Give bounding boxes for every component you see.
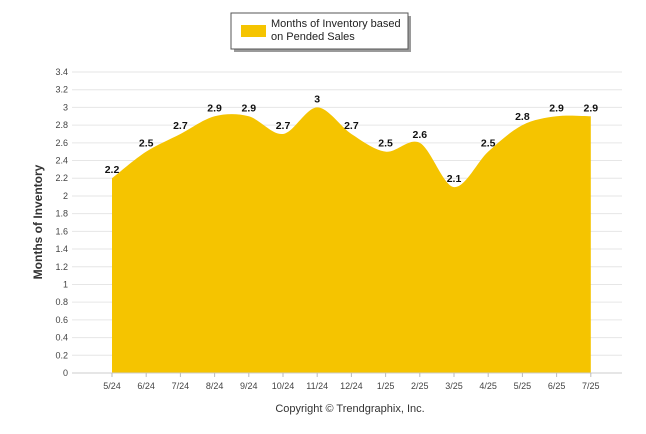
y-axis-label: Months of Inventory — [31, 164, 45, 279]
data-label: 2.1 — [447, 173, 462, 185]
legend: Months of Inventory based on Pended Sale… — [230, 12, 411, 52]
copyright-text: Copyright © Trendgraphix, Inc. — [275, 403, 424, 415]
y-tick-label: 3.4 — [55, 67, 68, 77]
x-tick-label: 11/24 — [306, 381, 328, 391]
y-tick-label: 2 — [63, 191, 68, 201]
x-tick-label: 12/24 — [340, 381, 363, 391]
x-tick-label: 7/25 — [582, 381, 600, 391]
y-tick-label: 2.4 — [55, 156, 68, 166]
y-tick-label: 0.6 — [55, 315, 68, 325]
data-label: 2.7 — [344, 120, 359, 132]
data-label: 2.9 — [207, 102, 222, 114]
x-axis: 5/24 6/24 7/24 8/24 9/24 10/24 11/24 12/24 1/25 2… — [72, 372, 622, 391]
y-tick-label: 0 — [63, 368, 68, 378]
x-tick-label: 6/25 — [548, 381, 566, 391]
legend-swatch — [241, 25, 266, 37]
legend-label-line-2: on Pended Sales — [271, 31, 355, 43]
x-tick-label: 1/25 — [377, 381, 395, 391]
y-tick-label: 2.6 — [55, 138, 68, 148]
data-label: 2.5 — [481, 138, 496, 150]
y-tick-label: 3 — [63, 102, 68, 112]
data-label: 2.5 — [139, 138, 154, 150]
data-label: 2.5 — [378, 138, 393, 150]
x-tick-label: 2/25 — [411, 381, 429, 391]
data-label: 2.7 — [173, 120, 188, 132]
y-tick-label: 2.8 — [55, 120, 68, 130]
y-tick-label: 1.6 — [55, 226, 68, 236]
y-axis: 0 0.2 0.4 0.6 0.8 1 1.2 1.4 1.6 1.8 2 2.2 2.4 2.6 2.8 3… — [55, 67, 68, 378]
data-label: 2.2 — [105, 164, 120, 176]
data-labels: 2.2 2.5 2.7 2.9 2.9 2.7 3 2.7 2.5 2.6 2.1 2.5 2.8 2.9… — [105, 93, 599, 185]
y-tick-label: 1 — [63, 279, 68, 289]
y-tick-label: 0.8 — [55, 297, 68, 307]
y-tick-label: 2.2 — [55, 173, 68, 183]
y-tick-label: 1.2 — [55, 262, 68, 272]
data-label: 2.8 — [515, 111, 530, 123]
y-tick-label: 3.2 — [55, 85, 68, 95]
y-tick-label: 0.4 — [55, 333, 68, 343]
data-label: 2.9 — [583, 102, 598, 114]
data-label: 2.7 — [276, 120, 291, 132]
x-tick-label: 5/25 — [514, 381, 532, 391]
y-tick-label: 1.8 — [55, 209, 68, 219]
x-tick-label: 7/24 — [172, 381, 190, 391]
data-label: 2.9 — [241, 102, 256, 114]
x-tick-label: 10/24 — [272, 381, 295, 391]
x-tick-label: 4/25 — [479, 381, 497, 391]
data-label: 2.9 — [549, 102, 564, 114]
data-label: 2.6 — [412, 129, 427, 141]
y-tick-label: 0.2 — [55, 350, 68, 360]
x-tick-label: 3/25 — [445, 381, 463, 391]
x-tick-label: 5/24 — [103, 381, 121, 391]
y-tick-label: 1.4 — [55, 244, 68, 254]
x-tick-label: 9/24 — [240, 381, 258, 391]
series-area — [112, 107, 591, 373]
data-label: 3 — [314, 93, 320, 105]
legend-label-line-1: Months of Inventory based — [271, 18, 401, 30]
x-tick-label: 8/24 — [206, 381, 224, 391]
x-tick-label: 6/24 — [137, 381, 155, 391]
